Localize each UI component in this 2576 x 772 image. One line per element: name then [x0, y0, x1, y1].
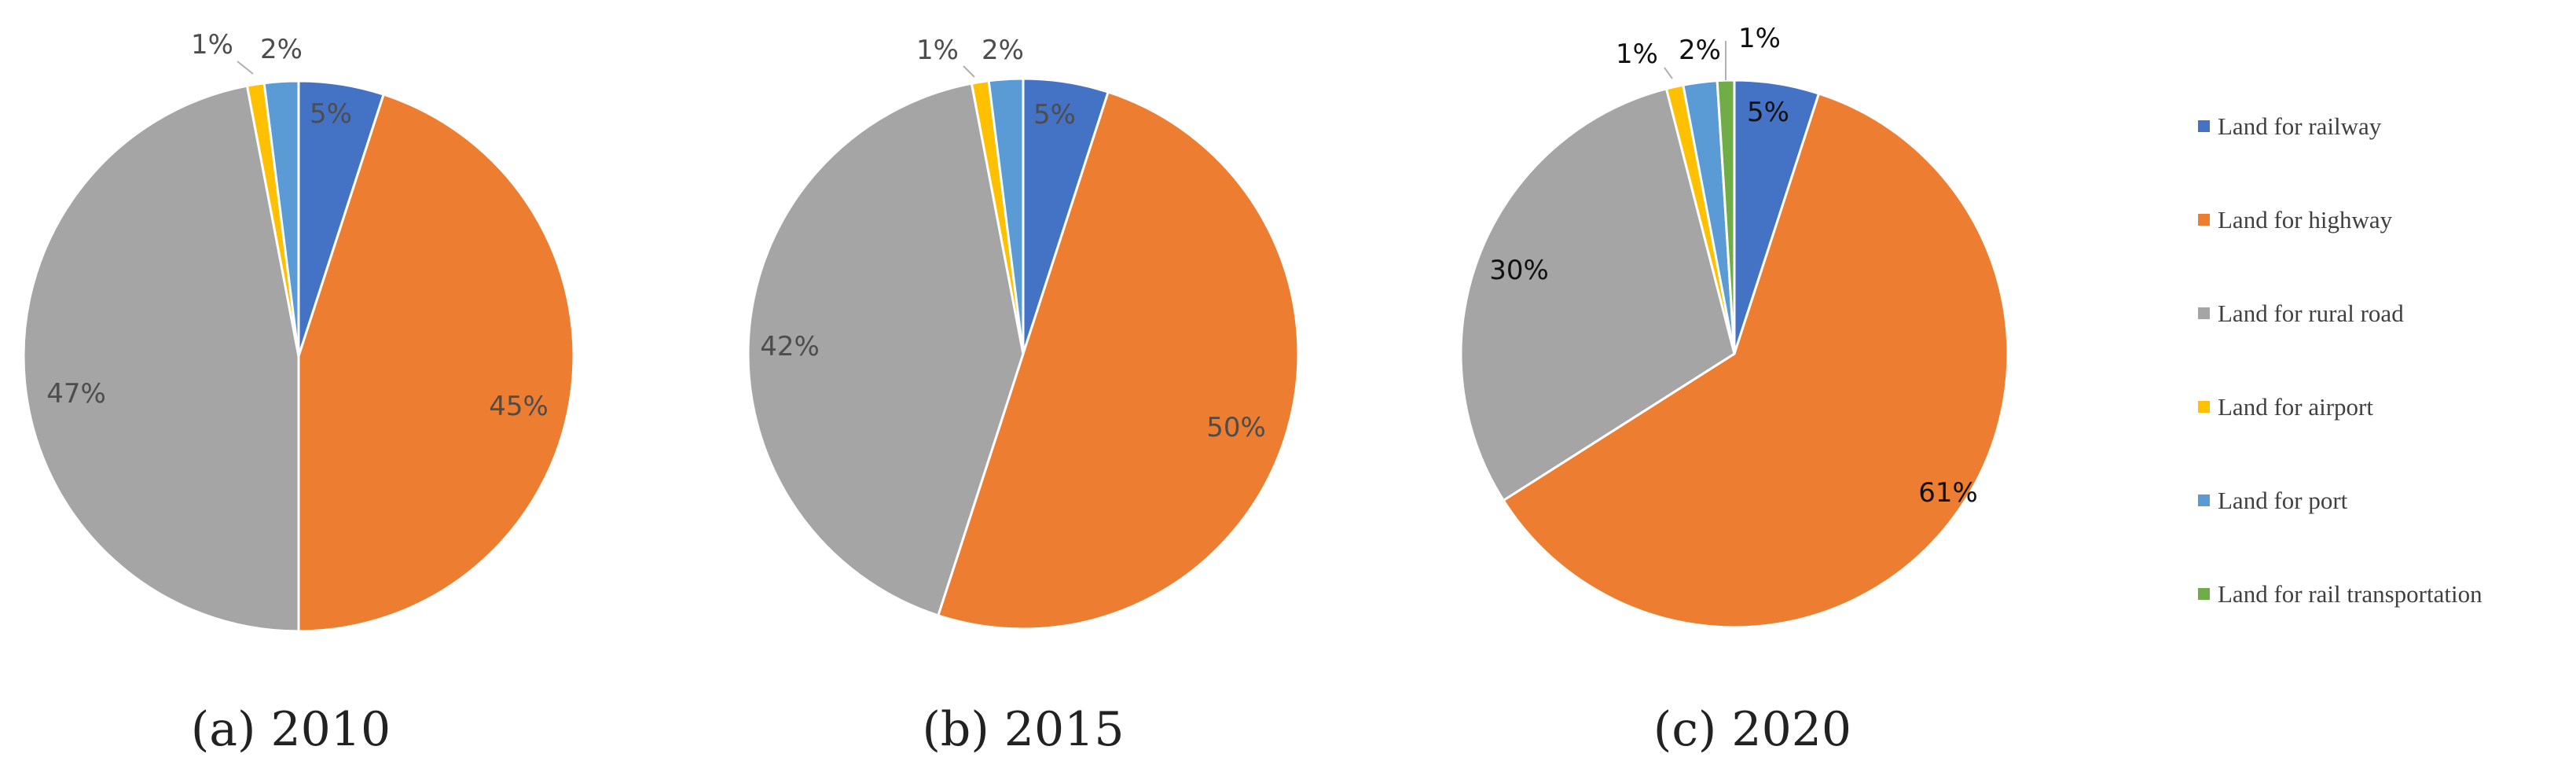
data-label-airport: 1%: [191, 29, 233, 61]
data-label-railway: 5%: [310, 98, 352, 130]
data-label-port: 2%: [260, 34, 303, 65]
legend-swatch-airport: [2198, 401, 2210, 413]
legend-label-rail-transportation: Land for rail transportation: [2218, 580, 2482, 608]
pie-slice-rural-road: [1459, 87, 1736, 502]
pie-slice-rural-road: [747, 82, 1025, 617]
legend-label-port: Land for port: [2218, 487, 2348, 514]
charts-group: 5% 45% 47% 1% 2% (a) 2010 5% 50% 42% 1% 2% (b) 2015…: [22, 23, 2009, 757]
pie-slice-port: [262, 79, 300, 357]
data-label-highway: 61%: [1918, 477, 1978, 509]
chart-legend: Land for railway Land for highway Land f…: [2198, 112, 2482, 608]
chart-caption: (a) 2010: [191, 702, 391, 757]
legend-swatch-port: [2198, 494, 2210, 506]
pie-slice-highway: [936, 90, 1300, 630]
pie-slice-rural-road: [22, 84, 300, 633]
data-label-railway: 5%: [1033, 99, 1076, 131]
pie-slice-highway: [1502, 92, 2009, 629]
pie-chart-2: 5% 50% 42% 1% 2% (b) 2015: [747, 35, 1300, 757]
pie-slice-highway: [297, 93, 575, 633]
data-label-airport: 1%: [1616, 39, 1658, 70]
pie-chart-1: 5% 45% 47% 1% 2% (a) 2010: [22, 29, 575, 757]
legend-item-rail-transportation: Land for rail transportation: [2198, 580, 2482, 608]
data-label-railway: 5%: [1747, 97, 1789, 128]
chart-caption: (b) 2015: [923, 702, 1125, 757]
legend-label-railway: Land for railway: [2218, 112, 2382, 140]
legend-swatch-highway: [2198, 214, 2210, 226]
data-label-rail-transportation: 1%: [1738, 23, 1781, 54]
pie-slice-rail-transportation: [1715, 79, 1736, 355]
legend-item-highway: Land for highway: [2198, 206, 2393, 233]
data-label-port: 2%: [982, 35, 1024, 66]
data-label-rural-road: 47%: [46, 378, 106, 410]
legend-label-highway: Land for highway: [2218, 206, 2393, 233]
legend-label-airport: Land for airport: [2218, 393, 2373, 421]
pie-chart-3: 5% 61% 30% 1% 2% 1% (c) 2020: [1459, 23, 2009, 757]
leader-line-airport: [1664, 67, 1673, 79]
legend-item-rural-road: Land for rural road: [2198, 300, 2404, 327]
data-label-rural-road: 42%: [760, 331, 820, 362]
legend-item-railway: Land for railway: [2198, 112, 2382, 140]
leader-line-airport: [237, 61, 254, 75]
data-label-highway: 50%: [1206, 412, 1266, 443]
legend-label-rural-road: Land for rural road: [2218, 300, 2404, 327]
data-label-airport: 1%: [916, 35, 959, 66]
pie-slice-port: [987, 77, 1025, 355]
legend-item-airport: Land for airport: [2198, 393, 2373, 421]
legend-swatch-rural-road: [2198, 307, 2210, 319]
chart-caption: (c) 2020: [1653, 702, 1851, 757]
legend-item-port: Land for port: [2198, 487, 2348, 514]
data-label-rural-road: 30%: [1489, 255, 1549, 286]
data-label-highway: 45%: [489, 391, 549, 422]
legend-swatch-railway: [2198, 120, 2210, 132]
legend-swatch-rail-transportation: [2198, 588, 2210, 600]
data-label-port: 2%: [1679, 35, 1721, 66]
leader-line-airport: [963, 65, 975, 78]
